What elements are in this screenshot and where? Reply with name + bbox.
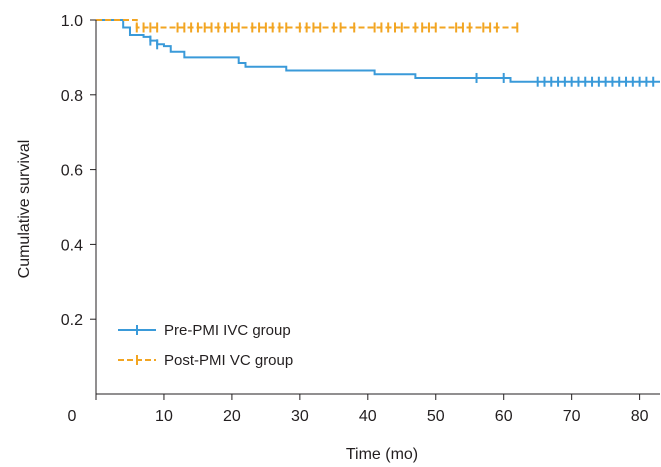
y-axis-title: Cumulative survival: [16, 140, 33, 279]
x-tick-label: 40: [359, 408, 377, 425]
legend-label: Pre-PMI IVC group: [164, 322, 291, 339]
x-tick-label: 20: [223, 408, 241, 425]
x-tick-label: 30: [291, 408, 309, 425]
y-tick-label: 0.2: [61, 312, 83, 329]
plot-area: [96, 19, 660, 87]
series-pre-pmi-ivc: [96, 19, 660, 87]
legend-item: Pre-PMI IVC group: [118, 322, 291, 339]
x-tick-label: 70: [563, 408, 581, 425]
y-tick-label: 0.6: [61, 163, 83, 180]
x-tick-label: 60: [495, 408, 513, 425]
series-post-pmi-vc: [96, 19, 519, 33]
y-tick-label: 1.0: [61, 13, 83, 30]
y-tick-label: 0.4: [61, 237, 83, 254]
legend: Pre-PMI IVC group Post-PMI VC group: [118, 322, 293, 369]
x-tick-label: 80: [631, 408, 649, 425]
x-tick-label: 10: [155, 408, 173, 425]
legend-item: Post-PMI VC group: [118, 352, 293, 369]
y-tick-label: 0.8: [61, 88, 83, 105]
legend-label: Post-PMI VC group: [164, 352, 293, 369]
series-line: [96, 19, 518, 29]
x-tick-label: 0: [68, 408, 77, 425]
x-axis-title: Time (mo): [346, 446, 418, 463]
series-line: [96, 19, 660, 83]
axes: 0 10 20 30 40 50 60 70 80 0.2 0.4 0.6 0.8 1.0: [61, 13, 660, 425]
x-tick-label: 50: [427, 408, 445, 425]
